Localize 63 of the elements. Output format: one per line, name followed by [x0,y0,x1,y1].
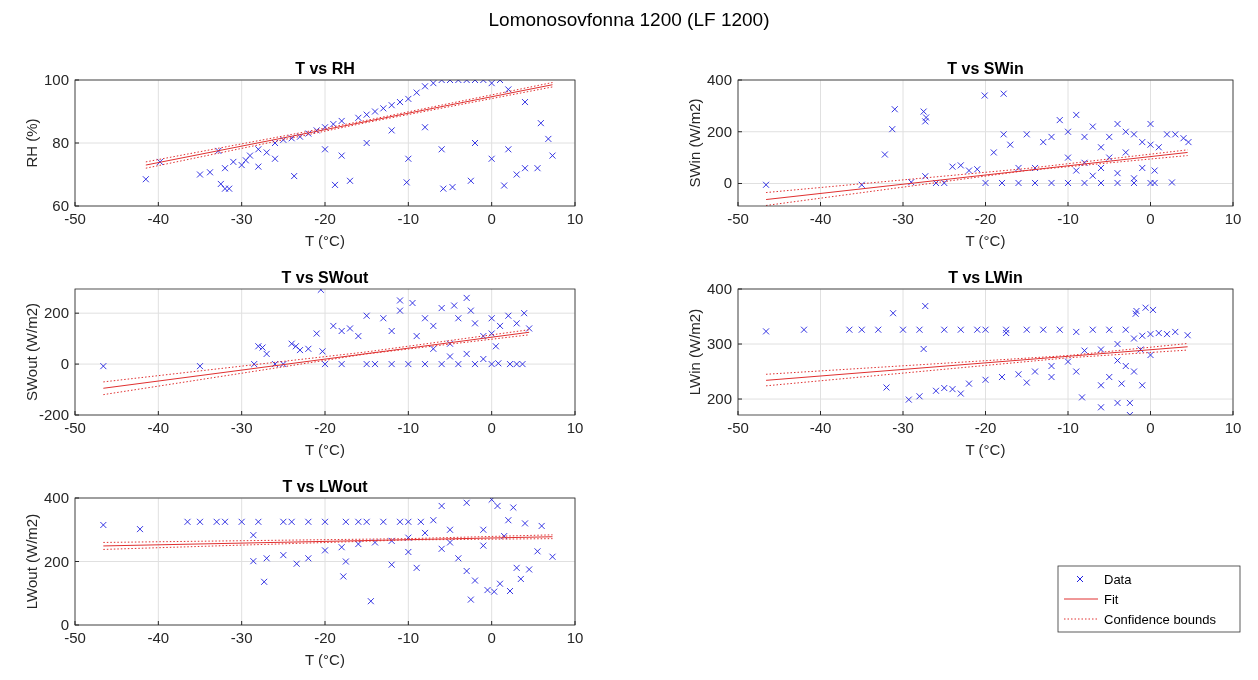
y-axis-title: SWout (W/m2) [23,302,40,402]
x-tick-label: -40 [809,419,832,436]
x-axis-title: T (°C) [965,232,1006,249]
x-tick-label: -20 [974,210,997,227]
chart-title: T vs SWin [947,60,1024,77]
y-tick-label: 400 [706,71,732,88]
y-axis-title: RH (%) [23,118,40,168]
x-tick-label: -10 [397,419,420,436]
y-axis-title: LWin (W/m2) [686,308,703,396]
x-tick-label: -10 [397,210,420,227]
legend-label: Data [1104,572,1133,587]
x-tick-label: -20 [314,419,336,436]
x-tick-label: 0 [487,629,496,646]
y-tick-label: 400 [43,489,69,506]
x-tick-label: -50 [727,419,749,436]
y-axis-title: LWout (W/m2) [23,513,40,610]
x-tick-label: -40 [147,629,170,646]
chart-title: T vs LWin [948,269,1023,286]
x-tick-label: -30 [892,419,914,436]
chart-title: T vs LWout [282,478,369,495]
x-tick-label: 10 [1224,419,1242,436]
x-tick-label: -30 [230,629,253,646]
x-tick-label: 0 [487,210,496,227]
legend-label: Fit [1104,592,1119,607]
x-tick-label: 10 [566,629,584,646]
x-tick-label: 10 [1224,210,1242,227]
y-tick-label: 0 [60,355,69,373]
x-tick-label: -20 [314,210,336,227]
x-axis-title: T (°C) [305,441,345,458]
x-tick-label: -30 [230,419,253,436]
x-tick-label: -30 [892,210,914,227]
x-axis-title: T (°C) [305,651,345,668]
x-tick-label: -30 [230,210,253,227]
x-tick-label: -10 [1057,419,1079,436]
y-axis-title: SWin (W/m2) [686,98,703,188]
y-tick-label: 300 [706,335,732,353]
x-tick-label: -20 [974,419,997,436]
x-axis-title: T (°C) [305,232,345,249]
x-tick-label: 0 [487,419,496,436]
x-tick-label: -50 [727,210,749,227]
legend-label: Confidence bounds [1104,612,1217,627]
y-tick-label: 200 [43,552,69,570]
x-tick-label: 10 [566,419,584,436]
y-tick-label: 100 [43,71,69,88]
y-tick-label: 200 [706,122,732,140]
x-tick-label: -20 [314,629,336,646]
x-tick-label: -40 [147,419,170,436]
chart-title: T vs SWout [281,269,370,286]
text: Lomonosovfonna 1200 (LF 1200) [488,9,770,30]
x-tick-label: 0 [1146,210,1155,227]
y-tick-label: 80 [52,134,69,151]
x-axis-title: T (°C) [965,441,1006,458]
x-tick-label: -40 [147,210,170,227]
x-tick-label: -10 [397,629,420,646]
x-tick-label: 10 [566,210,584,227]
x-tick-label: -40 [809,210,832,227]
x-tick-label: -10 [1057,210,1079,227]
x-tick-label: 0 [1146,419,1155,436]
y-tick-label: 200 [706,390,732,408]
chart-title: T vs RH [295,60,355,77]
y-tick-label: 400 [706,280,732,297]
y-tick-label: 0 [723,174,732,192]
y-tick-label: 200 [43,304,69,322]
